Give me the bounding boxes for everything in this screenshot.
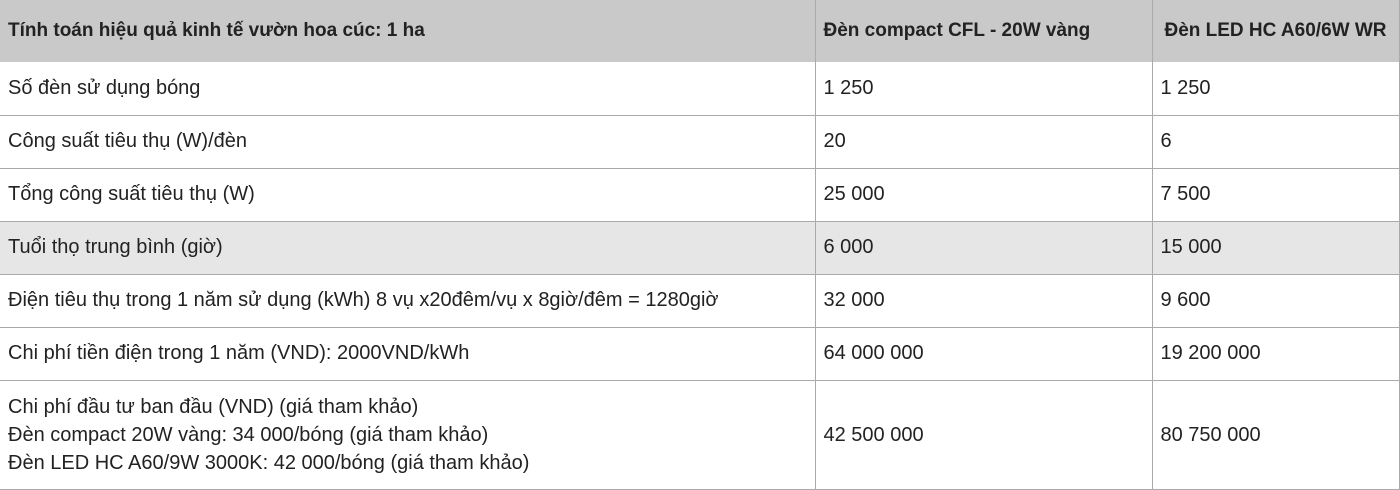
row-label: Chi phí đầu tư ban đầu (VND) (giá tham k… <box>0 380 816 490</box>
row-label: Công suất tiêu thụ (W)/đèn <box>0 115 816 169</box>
label-line: Đèn compact 20W vàng: 34 000/bóng (giá t… <box>8 423 489 446</box>
label-line: Đèn LED HC A60/9W 3000K: 42 000/bóng (gi… <box>8 451 530 474</box>
header-led: Đèn LED HC A60/6W WR <box>1151 0 1400 62</box>
cfl-value: 25 000 <box>814 168 1153 222</box>
row-label: Điện tiêu thụ trong 1 năm sử dụng (kWh) … <box>0 274 816 328</box>
led-value: 19 200 000 <box>1151 327 1400 381</box>
row-label: Tuổi thọ trung bình (giờ) <box>0 221 816 275</box>
header-calculation: Tính toán hiệu quả kinh tế vườn hoa cúc:… <box>0 0 816 62</box>
table-row: Tuổi thọ trung bình (giờ) 6 000 15 000 <box>0 221 1400 275</box>
cfl-value: 1 250 <box>814 62 1153 116</box>
led-value: 80 750 000 <box>1151 380 1400 490</box>
table-row: Chi phí tiền điện trong 1 năm (VND): 200… <box>0 327 1400 381</box>
row-label: Chi phí tiền điện trong 1 năm (VND): 200… <box>0 327 816 381</box>
table-row: Công suất tiêu thụ (W)/đèn 20 6 <box>0 115 1400 169</box>
cfl-value: 64 000 000 <box>814 327 1153 381</box>
cfl-value: 20 <box>814 115 1153 169</box>
cfl-value: 32 000 <box>814 274 1153 328</box>
cfl-value: 6 000 <box>814 221 1153 275</box>
cfl-value: 42 500 000 <box>814 380 1153 490</box>
header-cfl: Đèn compact CFL - 20W vàng <box>814 0 1153 62</box>
label-line: Chi phí đầu tư ban đầu (VND) (giá tham k… <box>8 395 419 418</box>
table-row: Tổng công suất tiêu thụ (W) 25 000 7 500 <box>0 168 1400 222</box>
led-value: 1 250 <box>1151 62 1400 116</box>
row-label: Tổng công suất tiêu thụ (W) <box>0 168 816 222</box>
led-value: 15 000 <box>1151 221 1400 275</box>
led-value: 6 <box>1151 115 1400 169</box>
table-row: Số đèn sử dụng bóng 1 250 1 250 <box>0 62 1400 116</box>
row-label: Số đèn sử dụng bóng <box>0 62 816 116</box>
table-row: Điện tiêu thụ trong 1 năm sử dụng (kWh) … <box>0 274 1400 328</box>
led-value: 9 600 <box>1151 274 1400 328</box>
led-value: 7 500 <box>1151 168 1400 222</box>
table-row-initial-cost: Chi phí đầu tư ban đầu (VND) (giá tham k… <box>0 380 1400 490</box>
header-row: Tính toán hiệu quả kinh tế vườn hoa cúc:… <box>0 0 1400 62</box>
